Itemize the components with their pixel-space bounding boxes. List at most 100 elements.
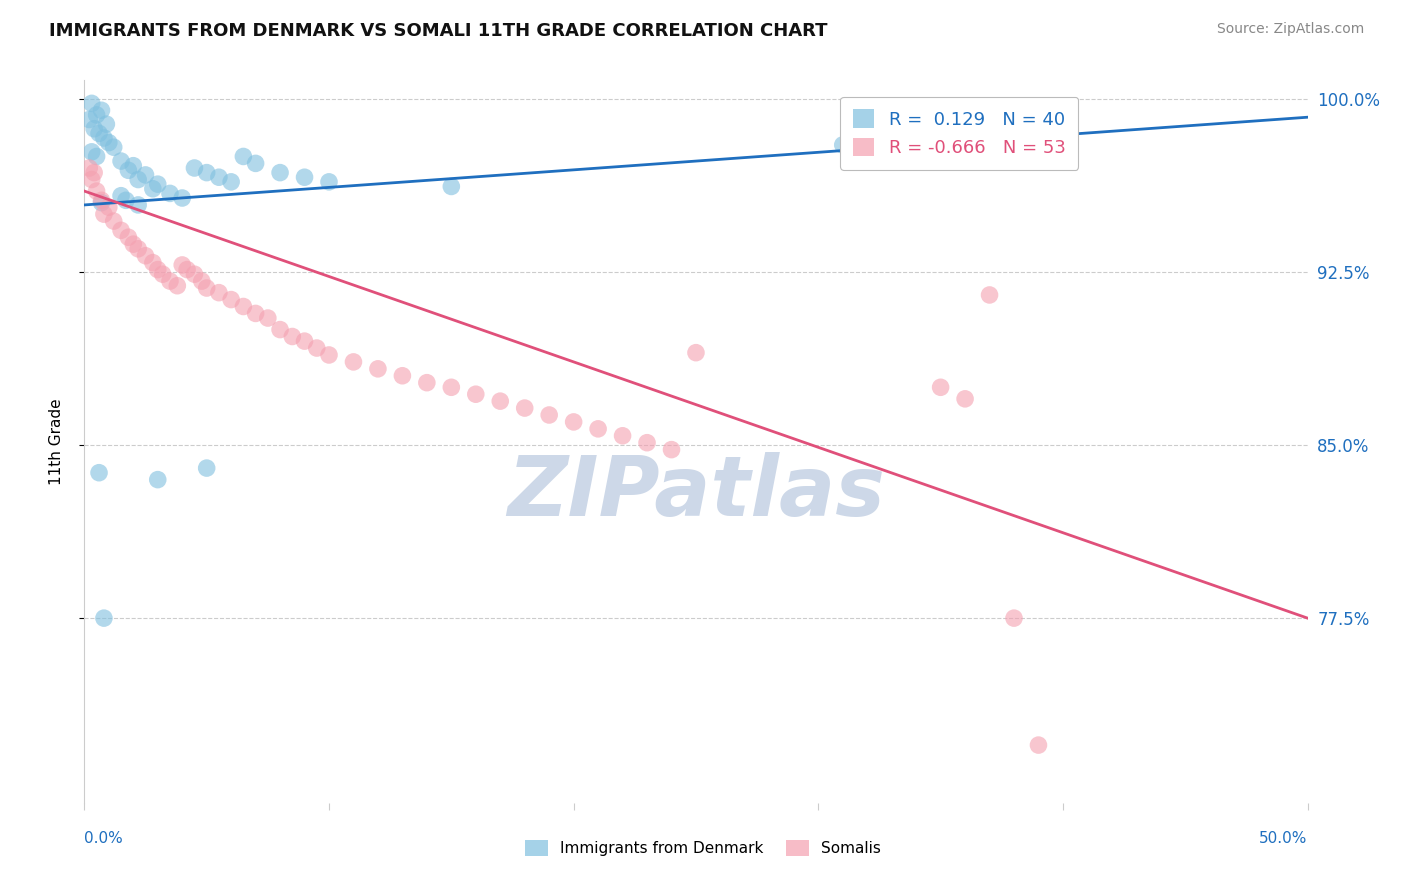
Point bbox=[103, 214, 125, 228]
Point bbox=[86, 108, 108, 122]
Point bbox=[305, 341, 328, 355]
Point bbox=[191, 274, 214, 288]
Point bbox=[103, 140, 125, 154]
Point bbox=[146, 473, 169, 487]
Point bbox=[96, 117, 118, 131]
Point bbox=[1028, 738, 1050, 752]
Point bbox=[159, 186, 181, 201]
Point bbox=[83, 121, 105, 136]
Point bbox=[245, 306, 267, 320]
Point bbox=[166, 278, 188, 293]
Point bbox=[80, 172, 103, 186]
Point bbox=[219, 293, 242, 307]
Point bbox=[269, 322, 291, 336]
Point bbox=[90, 195, 112, 210]
Point bbox=[80, 145, 103, 159]
Point bbox=[929, 380, 952, 394]
Text: ZIPatlas: ZIPatlas bbox=[508, 451, 884, 533]
Point bbox=[93, 611, 115, 625]
Point bbox=[661, 442, 683, 457]
Point bbox=[953, 392, 976, 406]
Point bbox=[269, 166, 291, 180]
Point bbox=[183, 161, 205, 175]
Point bbox=[1002, 611, 1025, 625]
Legend: R =  0.129   N = 40, R = -0.666   N = 53: R = 0.129 N = 40, R = -0.666 N = 53 bbox=[841, 96, 1078, 169]
Point bbox=[90, 103, 112, 118]
Point bbox=[83, 166, 105, 180]
Point bbox=[86, 184, 108, 198]
Point bbox=[87, 466, 110, 480]
Point bbox=[122, 159, 145, 173]
Point bbox=[127, 242, 149, 256]
Point bbox=[117, 163, 139, 178]
Point bbox=[135, 249, 157, 263]
Point bbox=[122, 237, 145, 252]
Point bbox=[152, 267, 174, 281]
Point bbox=[77, 112, 100, 127]
Point bbox=[115, 194, 138, 208]
Point bbox=[440, 179, 463, 194]
Point bbox=[93, 207, 115, 221]
Point bbox=[513, 401, 536, 415]
Point bbox=[636, 435, 658, 450]
Point bbox=[135, 168, 157, 182]
Point bbox=[159, 274, 181, 288]
Point bbox=[367, 361, 389, 376]
Point bbox=[464, 387, 486, 401]
Point bbox=[97, 136, 120, 150]
Point bbox=[294, 334, 316, 348]
Point bbox=[117, 230, 139, 244]
Point bbox=[612, 429, 634, 443]
Point bbox=[257, 311, 280, 326]
Point bbox=[87, 127, 110, 141]
Point bbox=[208, 170, 231, 185]
Point bbox=[110, 223, 132, 237]
Point bbox=[831, 137, 853, 152]
Point bbox=[142, 182, 165, 196]
Point bbox=[77, 161, 100, 175]
Point bbox=[416, 376, 439, 390]
Point bbox=[195, 461, 218, 475]
Point bbox=[318, 348, 340, 362]
Point bbox=[979, 288, 1001, 302]
Point bbox=[146, 177, 169, 191]
Point bbox=[142, 255, 165, 269]
Point bbox=[232, 149, 254, 163]
Y-axis label: 11th Grade: 11th Grade bbox=[49, 398, 63, 485]
Point bbox=[281, 329, 304, 343]
Point bbox=[586, 422, 609, 436]
Point bbox=[294, 170, 316, 185]
Point bbox=[127, 172, 149, 186]
Point bbox=[80, 96, 103, 111]
Point bbox=[183, 267, 205, 281]
Point bbox=[245, 156, 267, 170]
Point bbox=[146, 262, 169, 277]
Point bbox=[318, 175, 340, 189]
Point bbox=[127, 198, 149, 212]
Text: 50.0%: 50.0% bbox=[1260, 830, 1308, 846]
Point bbox=[232, 300, 254, 314]
Point bbox=[172, 258, 194, 272]
Point bbox=[342, 355, 364, 369]
Point bbox=[97, 200, 120, 214]
Point bbox=[110, 154, 132, 169]
Point bbox=[489, 394, 512, 409]
Point bbox=[391, 368, 413, 383]
Point bbox=[562, 415, 585, 429]
Point bbox=[110, 188, 132, 202]
Legend: Immigrants from Denmark, Somalis: Immigrants from Denmark, Somalis bbox=[513, 828, 893, 868]
Point bbox=[176, 262, 198, 277]
Point bbox=[195, 281, 218, 295]
Point bbox=[93, 131, 115, 145]
Point bbox=[86, 149, 108, 163]
Point bbox=[685, 345, 707, 359]
Point bbox=[219, 175, 242, 189]
Text: 0.0%: 0.0% bbox=[84, 830, 124, 846]
Point bbox=[440, 380, 463, 394]
Point bbox=[90, 194, 112, 208]
Point bbox=[538, 408, 561, 422]
Text: Source: ZipAtlas.com: Source: ZipAtlas.com bbox=[1216, 22, 1364, 37]
Text: IMMIGRANTS FROM DENMARK VS SOMALI 11TH GRADE CORRELATION CHART: IMMIGRANTS FROM DENMARK VS SOMALI 11TH G… bbox=[49, 22, 828, 40]
Point bbox=[208, 285, 231, 300]
Point bbox=[195, 166, 218, 180]
